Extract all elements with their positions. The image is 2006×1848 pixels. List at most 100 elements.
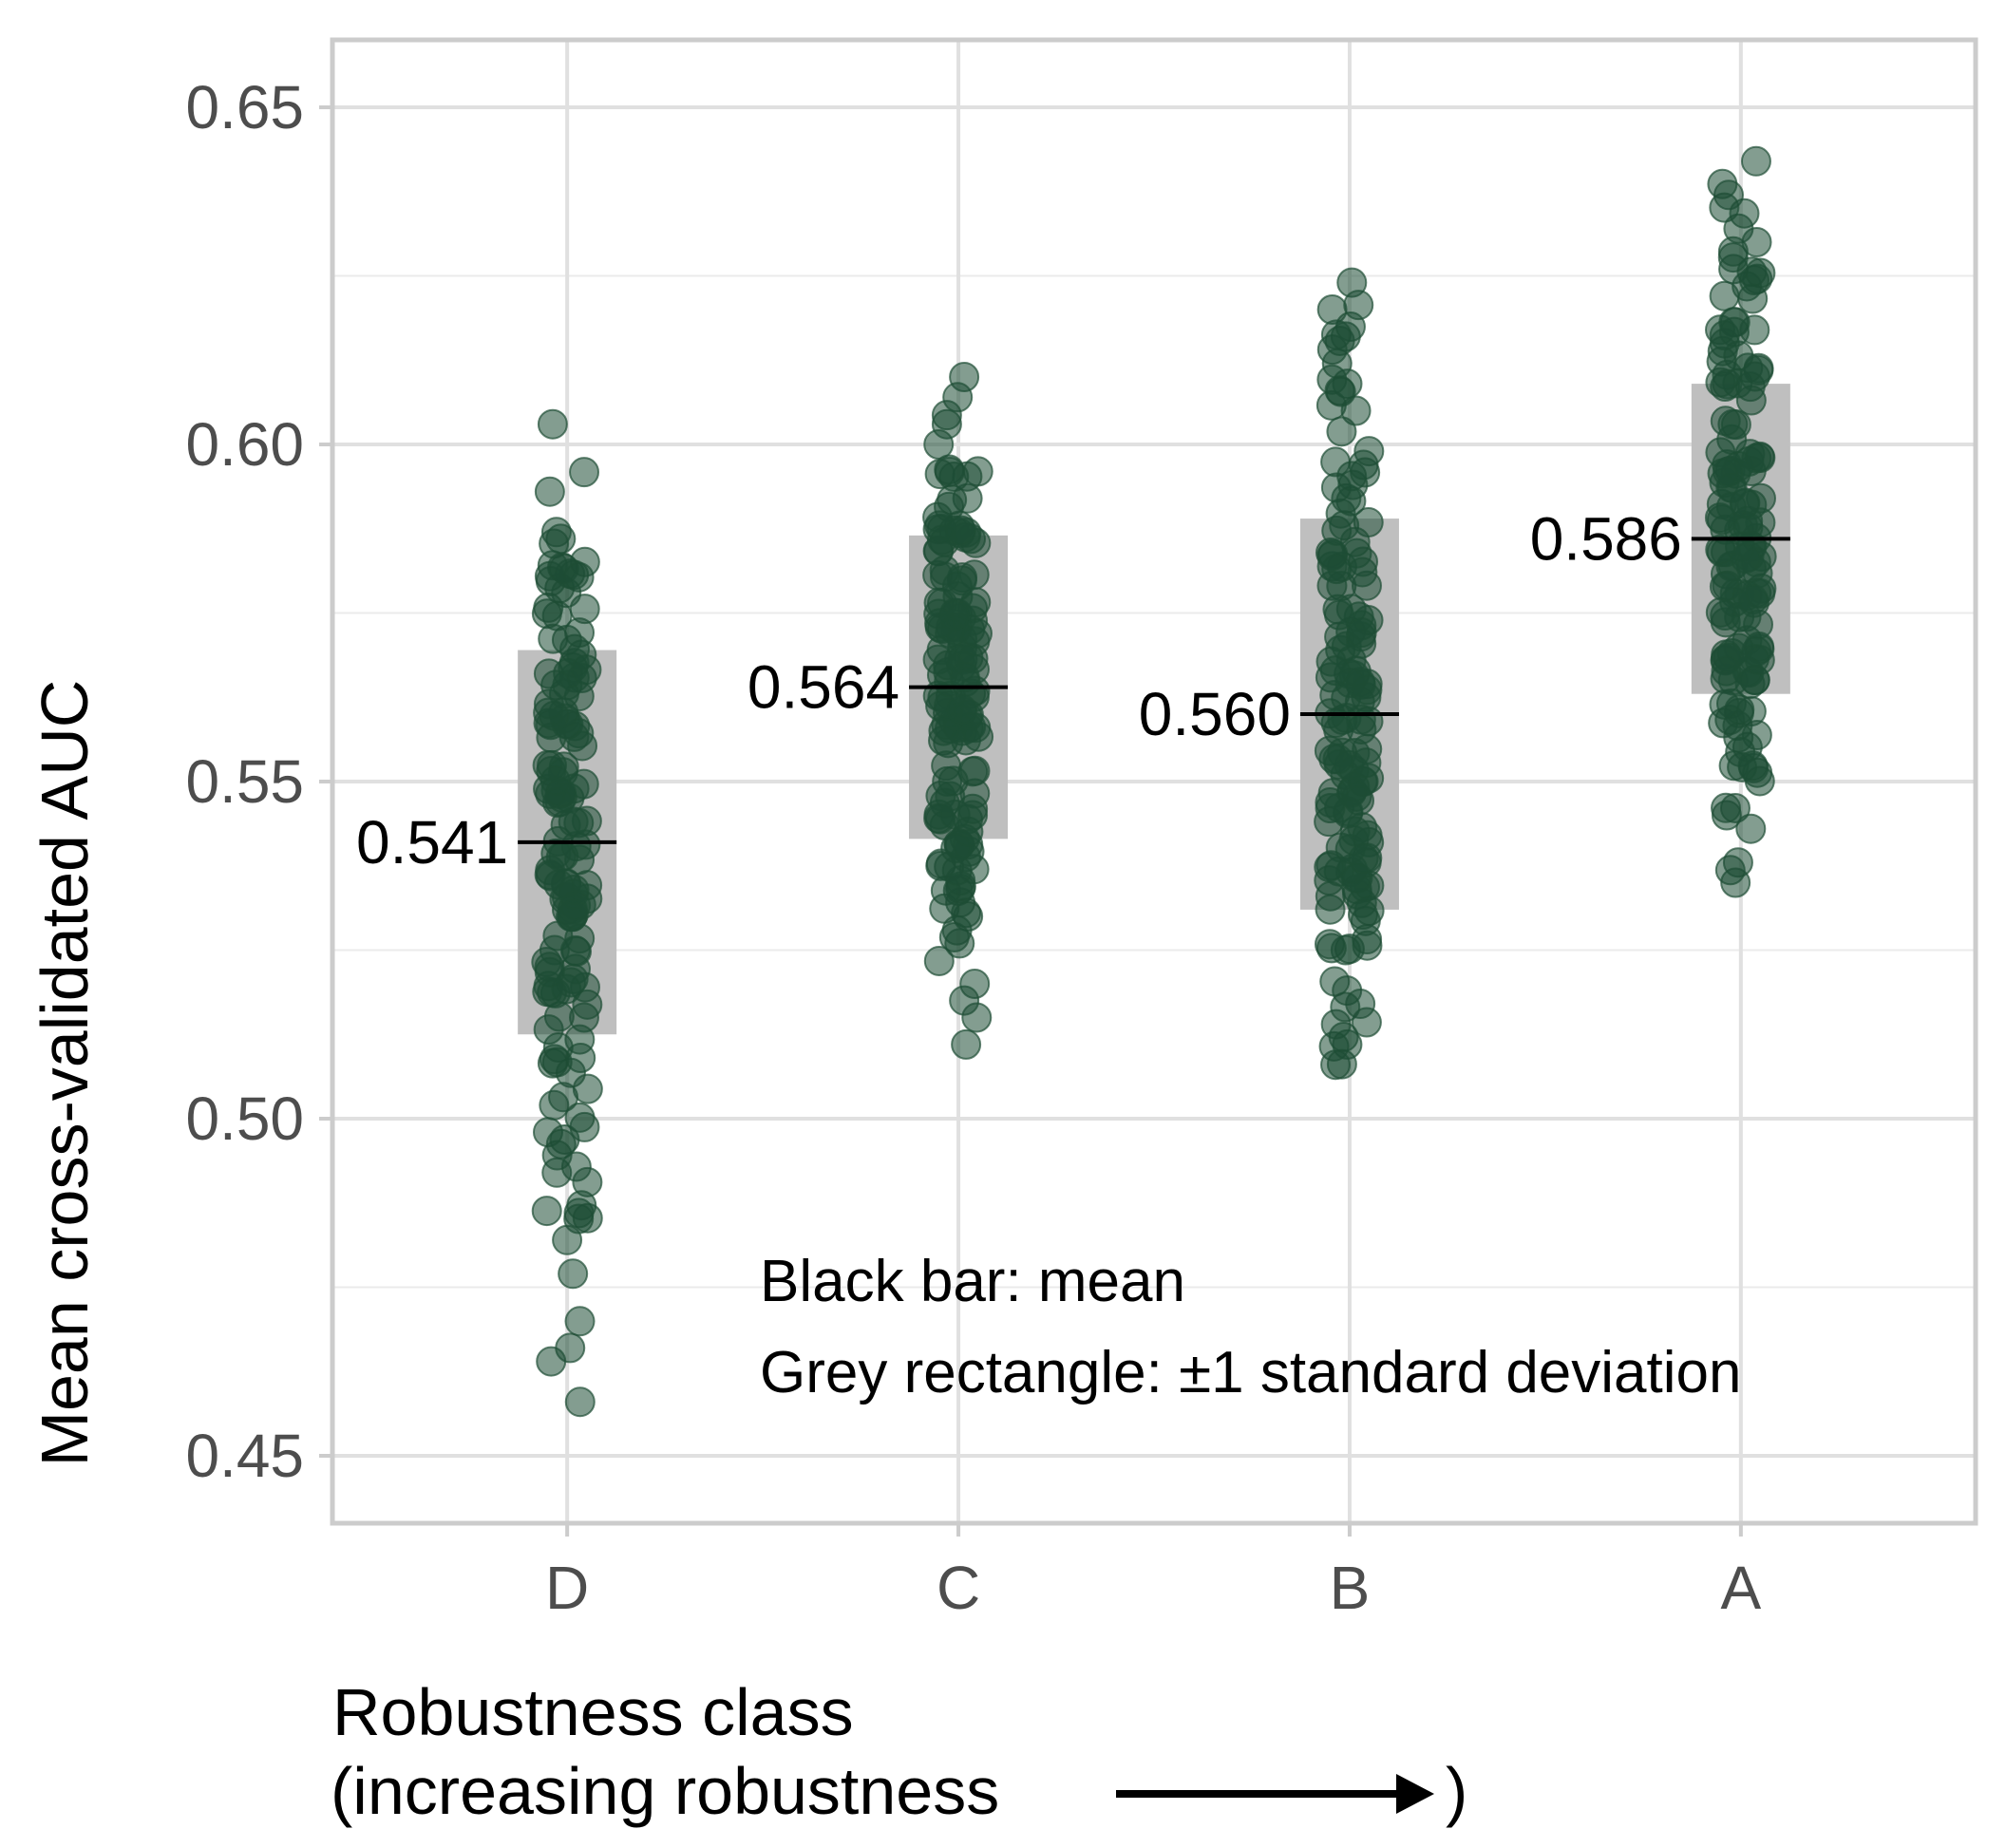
data-point-A — [1727, 751, 1758, 783]
data-point-C — [949, 985, 980, 1016]
data-point-B — [1314, 929, 1345, 960]
data-point-D — [536, 1346, 567, 1377]
data-point-D — [564, 1102, 596, 1133]
data-point-A — [1710, 405, 1741, 437]
data-point-D — [567, 730, 598, 762]
data-point-D — [559, 934, 591, 966]
data-point-D — [569, 594, 600, 625]
data-point-B — [1343, 290, 1374, 321]
x-axis-title-line-2: (increasing robustness — [331, 1754, 999, 1828]
data-point-D — [565, 1043, 596, 1074]
data-point-B — [1330, 991, 1361, 1023]
mean-bars: 0.541 0.564 0.560 0.586 — [356, 504, 1790, 877]
data-point-D — [531, 1196, 562, 1227]
data-point-A — [1709, 688, 1740, 720]
data-point-D — [572, 1073, 603, 1104]
data-point-A — [1745, 257, 1776, 289]
data-point-D — [572, 989, 603, 1020]
data-point-B — [1346, 714, 1377, 745]
data-point-C — [931, 400, 962, 431]
x-tick-label: D — [545, 1554, 589, 1622]
data-point-B — [1324, 375, 1355, 406]
data-point-D — [541, 1140, 573, 1171]
mean-label-C: 0.564 — [748, 653, 899, 722]
data-point-D — [540, 669, 572, 701]
data-point-D — [534, 476, 565, 507]
data-point-B — [1319, 655, 1351, 687]
y-axis: 0.45 0.50 0.55 0.60 0.65 — [185, 73, 332, 1490]
data-point-D — [564, 1306, 596, 1337]
data-point-C — [949, 662, 980, 693]
data-point-C — [928, 715, 959, 746]
data-point-B — [1314, 852, 1345, 883]
data-point-C — [923, 945, 955, 976]
data-point-A — [1735, 813, 1767, 844]
data-point-B — [1344, 785, 1375, 817]
data-point-D — [558, 898, 589, 930]
data-points — [531, 145, 1777, 1418]
data-point-A — [1707, 168, 1738, 199]
data-point-B — [1321, 554, 1353, 585]
data-point-C — [945, 515, 976, 546]
data-point-B — [1315, 793, 1346, 824]
data-point-A — [1729, 198, 1760, 229]
data-point-C — [924, 608, 956, 639]
data-point-A — [1744, 644, 1775, 675]
data-point-A — [1711, 655, 1742, 687]
data-point-B — [1352, 674, 1383, 706]
data-point-A — [1745, 443, 1776, 474]
data-point-B — [1321, 515, 1353, 546]
data-point-D — [545, 841, 577, 873]
data-point-D — [545, 777, 577, 808]
data-point-A — [1737, 283, 1769, 314]
data-point-D — [543, 1001, 575, 1032]
y-tick-label: 0.45 — [185, 1422, 304, 1490]
data-point-A — [1730, 543, 1761, 575]
data-point-D — [569, 457, 600, 488]
data-point-D — [564, 1386, 596, 1418]
data-point-B — [1348, 842, 1379, 874]
data-point-C — [957, 793, 989, 824]
data-point-D — [531, 598, 562, 630]
data-point-C — [941, 855, 973, 886]
data-point-B — [1324, 325, 1355, 356]
data-point-A — [1743, 609, 1774, 640]
data-point-B — [1347, 556, 1378, 588]
data-point-A — [1704, 502, 1735, 534]
data-point-C — [951, 1028, 982, 1060]
data-point-D — [534, 956, 565, 988]
data-point-A — [1714, 855, 1746, 886]
data-point-D — [571, 654, 602, 686]
data-point-B — [1348, 899, 1379, 931]
data-point-C — [961, 618, 993, 650]
annotation-mean: Black bar: mean — [760, 1249, 1185, 1314]
data-point-A — [1739, 361, 1770, 392]
y-tick-label: 0.65 — [185, 73, 304, 141]
data-point-A — [1718, 316, 1750, 348]
x-axis-title-line-1: Robustness class — [332, 1675, 854, 1749]
data-point-A — [1705, 367, 1736, 398]
y-axis-title: Mean cross-validated AUC — [28, 680, 102, 1467]
y-tick-label: 0.55 — [185, 747, 304, 816]
data-point-D — [558, 806, 589, 838]
data-point-D — [558, 1258, 589, 1290]
data-point-B — [1348, 449, 1379, 481]
data-point-B — [1351, 1007, 1382, 1038]
data-point-A — [1713, 456, 1744, 487]
x-tick-label: C — [937, 1554, 980, 1622]
data-point-D — [543, 869, 575, 900]
data-point-A — [1737, 584, 1769, 615]
x-tick-label: A — [1721, 1554, 1762, 1622]
y-tick-label: 0.50 — [185, 1084, 304, 1153]
data-point-B — [1346, 617, 1377, 649]
mean-label-B: 0.560 — [1139, 680, 1291, 748]
data-point-C — [934, 456, 965, 487]
annotation-sd: Grey rectangle: ±1 standard deviation — [760, 1340, 1742, 1405]
data-point-A — [1705, 596, 1736, 628]
data-point-B — [1315, 880, 1346, 912]
data-point-C — [937, 765, 969, 797]
mean-label-D: 0.541 — [356, 808, 508, 877]
